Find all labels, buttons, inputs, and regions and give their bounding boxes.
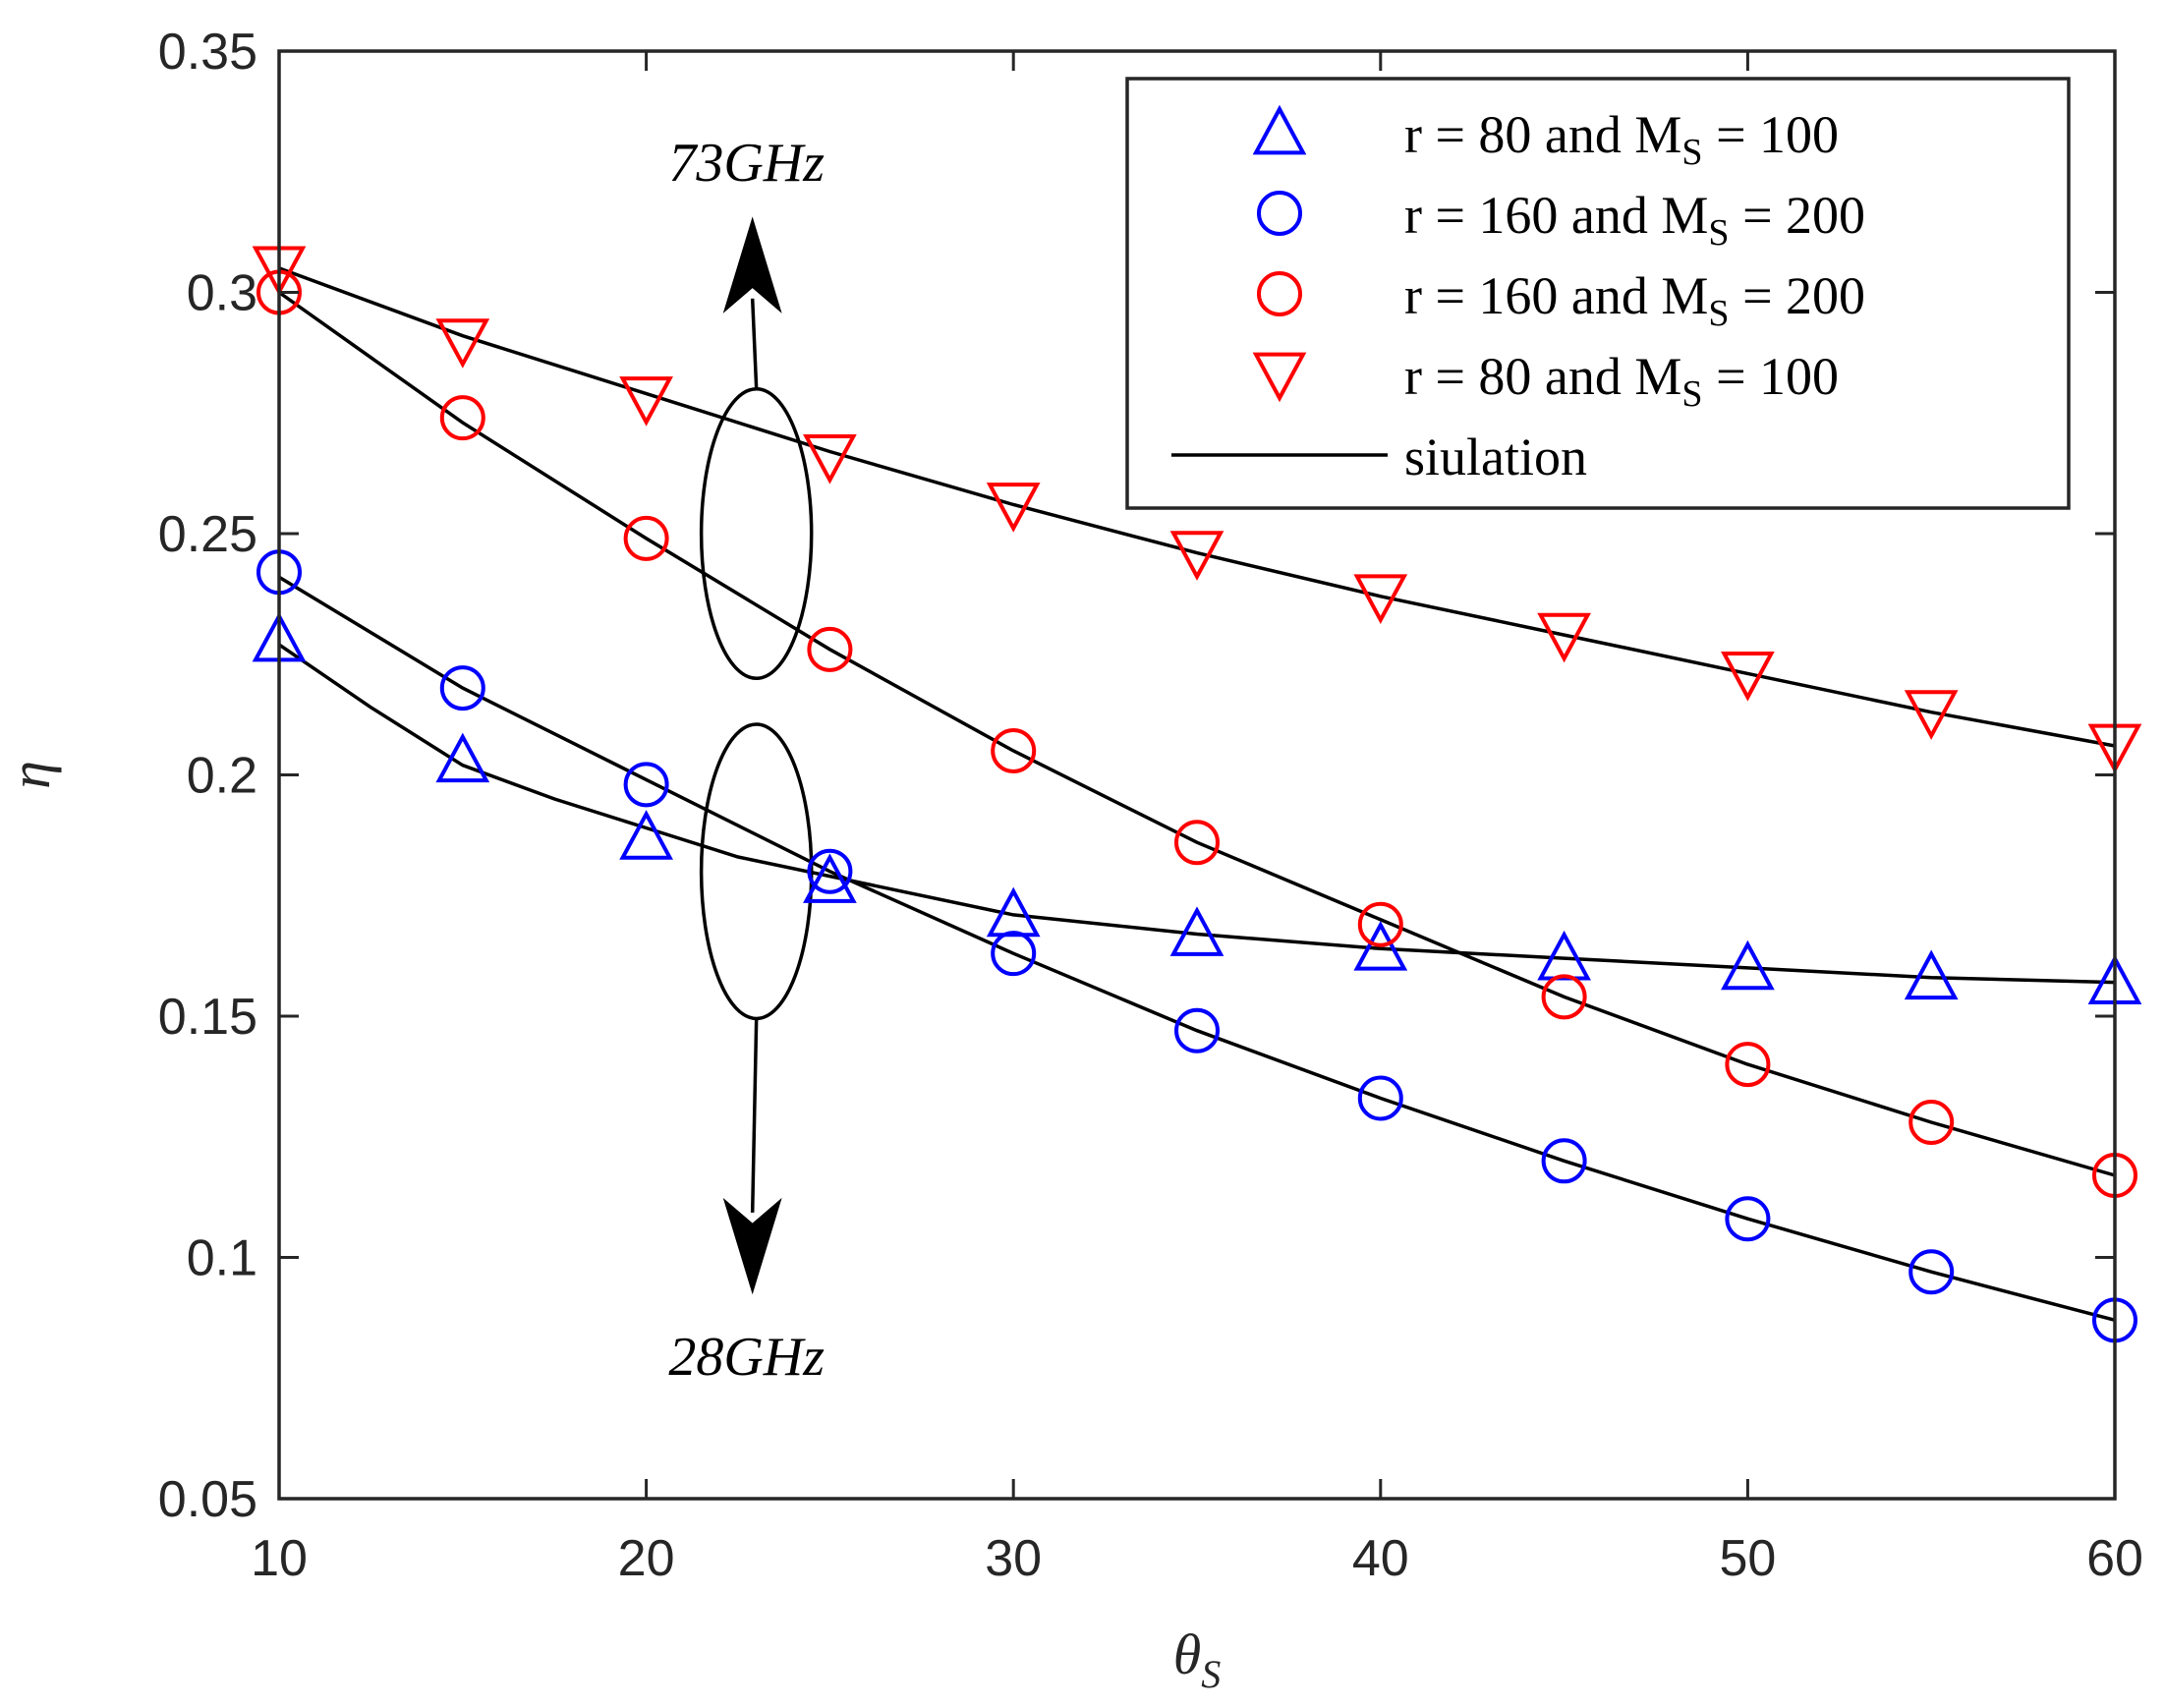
- annotation-arrow-shaft-73ghz: [750, 298, 759, 389]
- legend-label-main: r = 80 and M: [1404, 347, 1681, 406]
- x-tick-label: 60: [2086, 1530, 2143, 1587]
- data-point: [1908, 1249, 1955, 1295]
- x-axis-label-subscript: S: [1201, 1652, 1221, 1696]
- legend-marker: [1252, 352, 1307, 403]
- series-3-markers: [256, 269, 2137, 1199]
- legend-label-tail: = 200: [1730, 266, 1865, 325]
- data-point: [1904, 949, 1959, 1000]
- x-tick-label: 50: [1719, 1530, 1776, 1587]
- y-tick-label: 0.05: [158, 1471, 257, 1528]
- legend-simulation-label: siulation: [1404, 427, 1587, 486]
- legend-marker: [1257, 191, 1302, 236]
- data-point: [1174, 820, 1220, 866]
- annotation-label-73ghz: 73GHz: [668, 133, 825, 194]
- legend-marker: [1252, 104, 1307, 155]
- data-point: [1174, 1007, 1220, 1053]
- legend-label-subscript: S: [1708, 212, 1729, 254]
- data-point: [1541, 974, 1587, 1020]
- y-tick-label: 0.15: [158, 989, 257, 1046]
- legend-item-2: r = 160 and MS = 200: [1257, 186, 1865, 254]
- legend-label-main: r = 160 and M: [1404, 186, 1708, 245]
- series-1-markers: [252, 611, 2142, 1005]
- data-point: [1537, 930, 1591, 981]
- annotation-arrow-shaft-28ghz: [750, 1018, 759, 1213]
- data-point: [1725, 1042, 1771, 1088]
- y-axis-label: η: [0, 761, 62, 789]
- data-point: [619, 376, 673, 427]
- data-point: [1725, 1196, 1771, 1242]
- data-point: [803, 434, 857, 484]
- x-tick-label: 30: [985, 1530, 1042, 1587]
- data-point: [1904, 690, 1959, 740]
- data-point: [1537, 612, 1591, 663]
- data-point: [623, 762, 669, 808]
- simulation-line-3: [277, 291, 2116, 1177]
- legend-label-tail: = 200: [1730, 186, 1865, 245]
- legend-label-subscript: S: [1681, 373, 1702, 415]
- y-tick-label: 0.35: [158, 24, 257, 81]
- legend-marker: [1257, 271, 1302, 316]
- data-point: [439, 665, 485, 712]
- annotation-arrow-head-73ghz: [722, 216, 782, 313]
- data-point: [619, 810, 673, 860]
- data-point: [991, 727, 1037, 773]
- x-tick-label: 40: [1352, 1530, 1409, 1587]
- data-point: [1353, 574, 1408, 625]
- legend-label-subscript: S: [1681, 132, 1702, 173]
- data-point: [435, 732, 490, 783]
- data-point: [807, 626, 853, 672]
- legend-item-3: r = 160 and MS = 200: [1257, 266, 1865, 334]
- annotation-arrow-head-28ghz: [722, 1197, 782, 1295]
- data-point: [986, 483, 1041, 533]
- legend-label: r = 80 and MS = 100: [1404, 347, 1839, 415]
- data-point: [1908, 1100, 1955, 1146]
- data-point: [807, 848, 853, 894]
- legend-label-tail: = 100: [1703, 347, 1839, 406]
- axes: 10 20 30 40 50 60 0.05 0.1 0.15 0.2 0.25 0.3 0.35: [158, 24, 2143, 1587]
- data-point: [439, 395, 485, 441]
- y-tick-label: 0.1: [187, 1230, 257, 1287]
- data-point: [1541, 1138, 1587, 1184]
- data-point: [991, 931, 1037, 977]
- legend-item-4: r = 80 and MS = 100: [1252, 347, 1839, 415]
- data-point: [803, 853, 857, 903]
- simulation-line-2: [278, 575, 2116, 1322]
- legend-label-tail: = 100: [1703, 105, 1839, 164]
- data-point: [1357, 901, 1403, 947]
- data-point: [1721, 651, 1775, 702]
- x-tick-label: 20: [618, 1530, 675, 1587]
- legend-item-1: r = 80 and MS = 100: [1252, 104, 1839, 173]
- data-point: [1357, 1075, 1403, 1121]
- data-point: [1353, 921, 1408, 971]
- annotations: 73GHz 28GHz: [668, 133, 825, 1388]
- legend-label: r = 160 and MS = 200: [1404, 186, 1865, 254]
- x-axis-label-main: θ: [1173, 1623, 1202, 1686]
- y-tick-label: 0.3: [187, 265, 257, 322]
- legend-item-simulation: siulation: [1171, 427, 1587, 486]
- x-axis-label: θS: [1173, 1623, 1222, 1696]
- simulation-lines: [277, 266, 2116, 1322]
- data-point: [435, 318, 490, 369]
- data-point: [1169, 906, 1224, 956]
- simulation-line-4: [278, 266, 2116, 748]
- annotation-label-28ghz: 28GHz: [668, 1327, 825, 1388]
- legend-label-main: r = 80 and M: [1404, 105, 1681, 164]
- legend-label: r = 80 and MS = 100: [1404, 105, 1839, 173]
- legend-label-main: r = 160 and M: [1404, 266, 1708, 325]
- x-tick-label: 10: [251, 1530, 308, 1587]
- data-point: [1169, 531, 1224, 581]
- y-tick-label: 0.25: [158, 506, 257, 563]
- simulation-line-1: [278, 643, 2116, 985]
- data-point: [986, 886, 1041, 938]
- y-tick-label: 0.2: [187, 748, 257, 805]
- legend-label: r = 160 and MS = 200: [1404, 266, 1865, 334]
- legend-label-subscript: S: [1708, 293, 1729, 334]
- data-point: [1721, 939, 1775, 991]
- data-point: [623, 515, 669, 561]
- legend-box: [1125, 77, 2071, 510]
